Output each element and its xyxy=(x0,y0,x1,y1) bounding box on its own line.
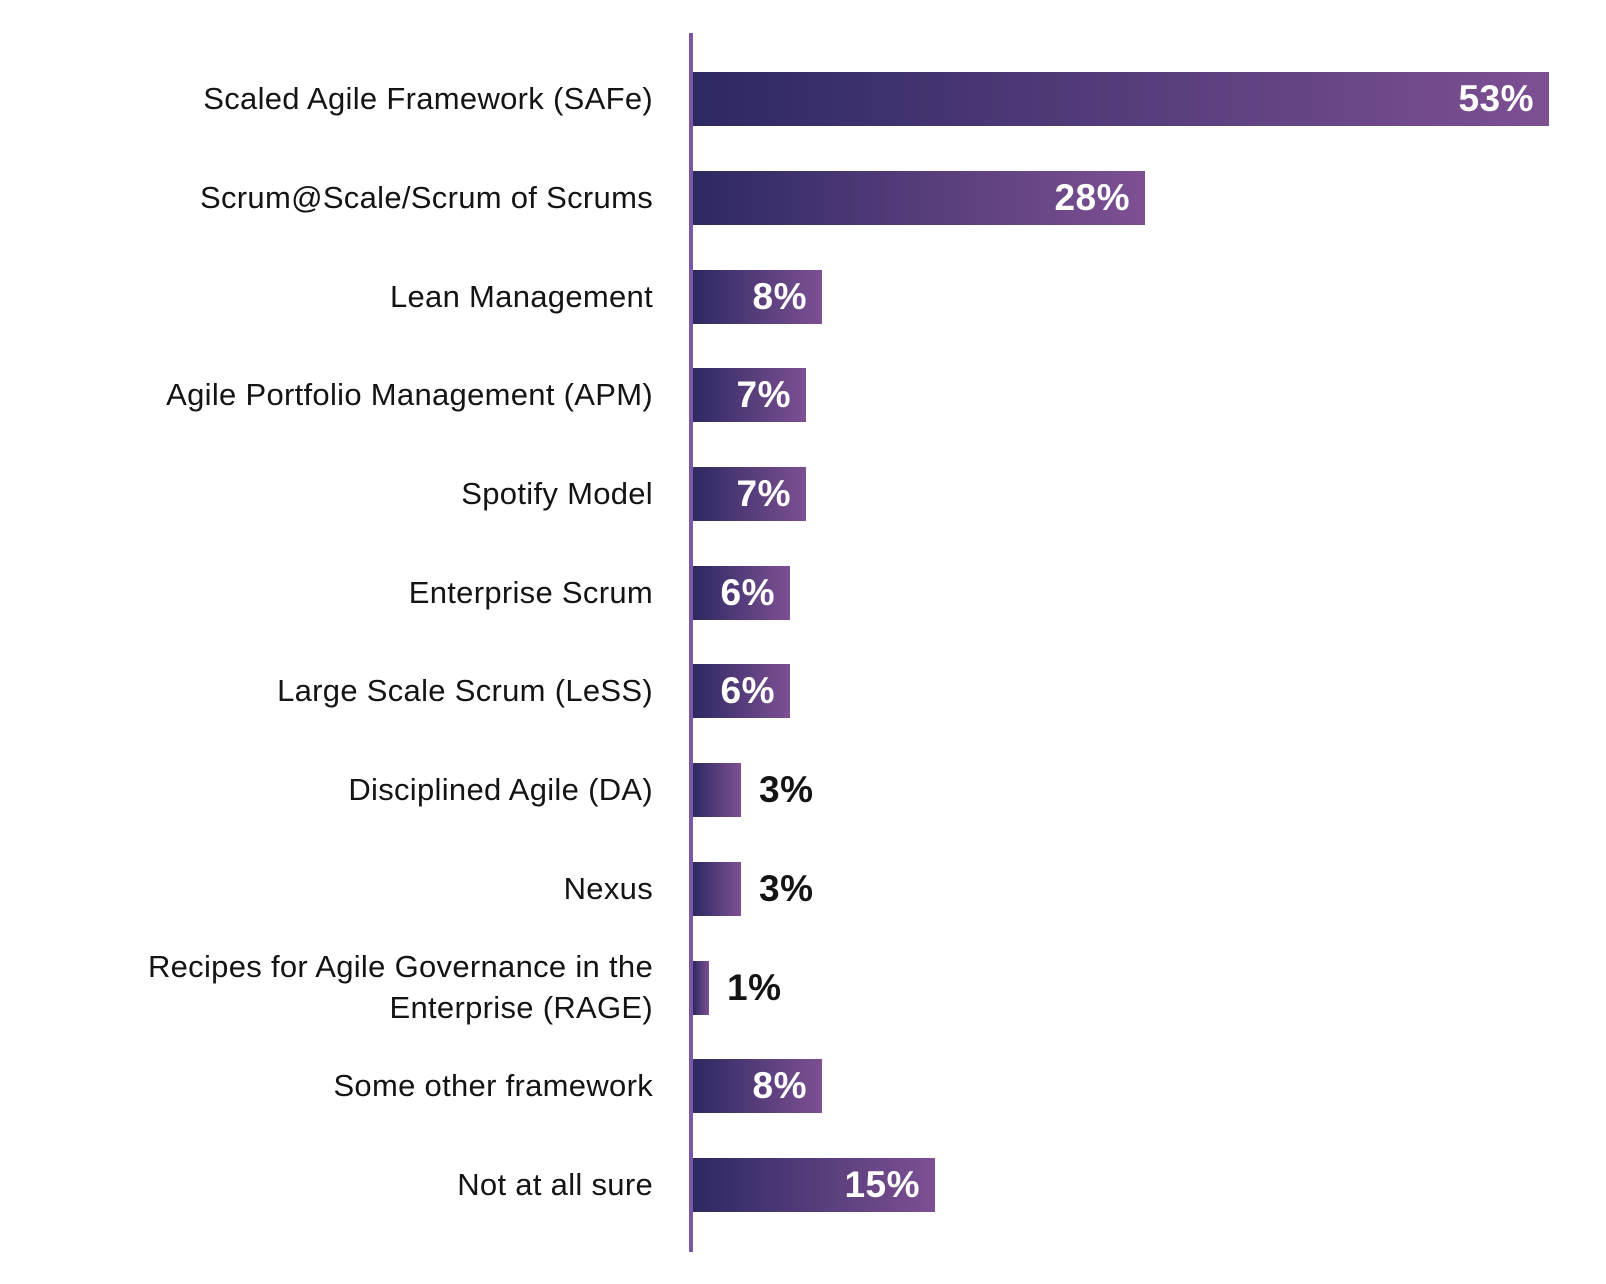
category-label: Disciplined Agile (DA) xyxy=(348,772,653,807)
value-label: 1% xyxy=(727,966,782,1008)
bar: 8% xyxy=(693,1059,822,1114)
chart-row: Scrum@Scale/Scrum of Scrums 28% xyxy=(0,149,1606,248)
bar-area: 7% xyxy=(693,467,1606,522)
category-label: Scrum@Scale/Scrum of Scrums xyxy=(200,179,653,215)
value-label: 3% xyxy=(759,867,814,909)
value-label: 8% xyxy=(752,1065,807,1107)
bar-area: 6% xyxy=(693,664,1606,719)
category-label: Recipes for Agile Governance in the Ente… xyxy=(147,949,653,1025)
bar xyxy=(693,763,741,818)
category-label: Scaled Agile Framework (SAFe) xyxy=(203,81,653,117)
bar xyxy=(693,861,741,916)
value-label: 15% xyxy=(844,1163,920,1205)
bar-area: 8% xyxy=(693,269,1606,324)
category-label: Lean Management xyxy=(389,278,653,314)
bar-area: 3% xyxy=(693,763,1606,818)
bar-area: 6% xyxy=(693,565,1606,620)
bar xyxy=(693,960,709,1015)
value-label: 8% xyxy=(752,275,807,317)
bar-area: 53% xyxy=(693,72,1606,127)
chart-rows: Scaled Agile Framework (SAFe) 53% Scrum@Sc… xyxy=(0,33,1606,1234)
value-label: 6% xyxy=(720,571,775,613)
bar-area: 28% xyxy=(693,171,1606,226)
value-label: 3% xyxy=(759,769,814,811)
category-label: Large Scale Scrum (LeSS) xyxy=(277,673,653,709)
bar: 7% xyxy=(693,467,806,522)
value-label: 53% xyxy=(1458,78,1534,120)
chart-row: Not at all sure 15% xyxy=(0,1136,1606,1235)
category-label: Nexus xyxy=(563,870,653,906)
value-label: 7% xyxy=(736,473,791,515)
bar: 7% xyxy=(693,368,806,423)
category-label: Some other framework xyxy=(333,1068,653,1104)
bar-area: 7% xyxy=(693,368,1606,423)
category-label: Not at all sure xyxy=(457,1166,653,1202)
value-label: 7% xyxy=(736,374,791,416)
chart-row: Scaled Agile Framework (SAFe) 53% xyxy=(0,50,1606,149)
chart-row: Spotify Model 7% xyxy=(0,445,1606,544)
y-axis-line xyxy=(689,33,693,1252)
bar: 8% xyxy=(693,269,822,324)
bar: 15% xyxy=(693,1157,935,1212)
bar-area: 3% xyxy=(693,861,1606,916)
value-label: 28% xyxy=(1054,177,1130,219)
chart-row: Agile Portfolio Management (APM) 7% xyxy=(0,346,1606,445)
chart-row: Disciplined Agile (DA) 3% xyxy=(0,741,1606,840)
bar: 6% xyxy=(693,565,790,620)
value-label: 6% xyxy=(720,670,775,712)
category-label: Agile Portfolio Management (APM) xyxy=(166,377,653,413)
chart-row: Nexus 3% xyxy=(0,840,1606,939)
bar-area: 15% xyxy=(693,1157,1606,1212)
bar: 53% xyxy=(693,72,1549,127)
bar-area: 8% xyxy=(693,1059,1606,1114)
bar: 6% xyxy=(693,664,790,719)
chart-row: Lean Management 8% xyxy=(0,247,1606,346)
chart-row: Large Scale Scrum (LeSS) 6% xyxy=(0,642,1606,741)
category-label: Enterprise Scrum xyxy=(408,574,653,610)
bar: 28% xyxy=(693,171,1145,226)
chart-row: Some other framework 8% xyxy=(0,1037,1606,1136)
bar-area: 1% xyxy=(693,960,1606,1015)
category-label: Spotify Model xyxy=(461,475,653,511)
chart-row: Enterprise Scrum 6% xyxy=(0,543,1606,642)
chart-row: Recipes for Agile Governance in the Ente… xyxy=(0,938,1606,1037)
